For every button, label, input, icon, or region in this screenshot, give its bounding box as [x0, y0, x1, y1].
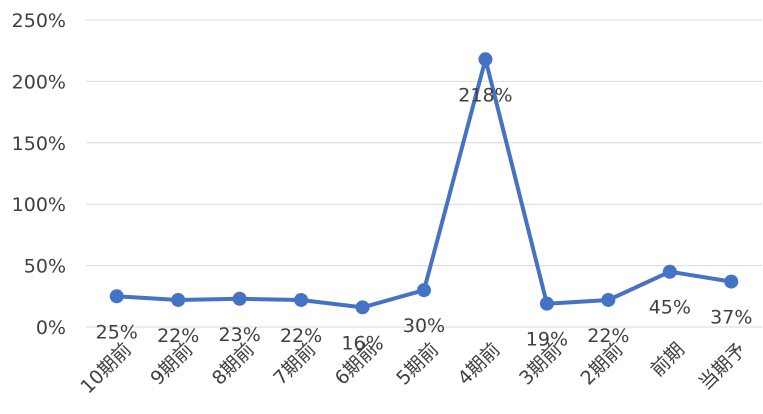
data-label-6: 218%: [458, 84, 512, 106]
data-point-3: [294, 292, 309, 307]
x-tick-label-5: 5期前: [392, 339, 443, 390]
data-label-3: 22%: [280, 325, 322, 347]
data-label-1: 22%: [157, 325, 199, 347]
y-tick-label-150: 150%: [12, 133, 66, 155]
x-tick-label-9: 前期: [647, 339, 689, 381]
data-point-7: [539, 296, 554, 311]
y-tick-label-100: 100%: [12, 194, 66, 216]
data-point-4: [355, 300, 370, 315]
data-point-5: [417, 283, 431, 298]
x-tick-label-10: 当期予: [695, 339, 751, 395]
data-label-10: 37%: [710, 307, 752, 329]
x-tick-label-2: 8期前: [208, 339, 259, 390]
data-point-0: [109, 289, 124, 304]
x-tick-label-6: 4期前: [454, 339, 505, 390]
data-point-1: [171, 292, 186, 307]
series-layer: [109, 52, 739, 315]
y-tick-label-250: 250%: [12, 10, 66, 32]
y-tick-label-0: 0%: [36, 317, 66, 339]
x-tick-label-0: 10期前: [76, 339, 136, 399]
data-label-5: 30%: [403, 315, 445, 337]
y-axis-tick-labels: 0% 50% 100% 150% 200% 250%: [12, 10, 66, 339]
data-point-2: [232, 291, 247, 306]
x-axis-tick-labels: 10期前 9期前 8期前 7期前 6期前 5期前 4期前 3期前 2期前 前期 当期予: [76, 339, 750, 399]
series-line-0: [114, 57, 734, 310]
data-label-2: 23%: [219, 324, 261, 346]
data-label-0: 25%: [96, 321, 138, 343]
data-label-7: 19%: [526, 329, 568, 351]
data-point-9: [662, 264, 677, 279]
gridlines: [86, 19, 762, 328]
data-point-8: [601, 292, 616, 307]
data-label-9: 45%: [649, 297, 691, 319]
y-tick-label-200: 200%: [12, 71, 66, 93]
y-tick-label-50: 50%: [24, 256, 66, 278]
data-label-8: 22%: [587, 325, 629, 347]
data-point-10: [724, 274, 739, 289]
data-point-6: [478, 52, 493, 67]
data-labels: 25% 22% 23% 22% 16% 30% 218% 19% 22% 45% 37%: [96, 84, 753, 354]
data-label-4: 16%: [341, 332, 383, 354]
